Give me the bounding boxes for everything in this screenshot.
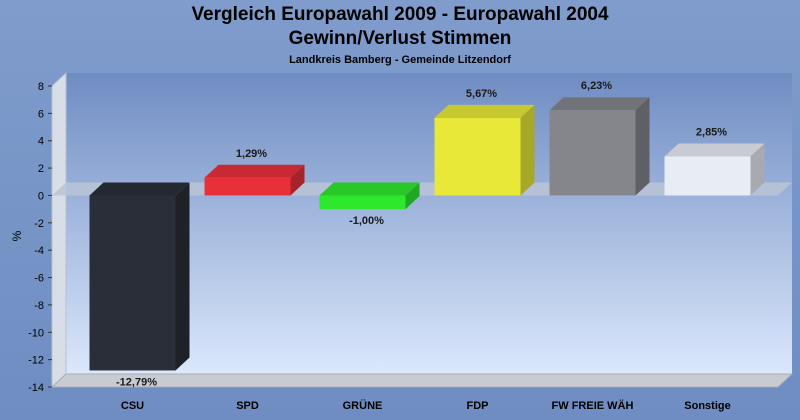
y-tick-label: -12: [28, 355, 44, 367]
category-label: FDP: [467, 400, 489, 412]
y-tick-label: 2: [38, 163, 44, 175]
category-label: SPD: [236, 400, 259, 412]
value-label: -1,00%: [349, 215, 384, 227]
y-tick-label: -10: [28, 327, 44, 339]
value-label: 5,67%: [466, 88, 497, 100]
y-tick-label: -2: [34, 218, 44, 230]
bar-front: [549, 110, 636, 196]
bar-fdp: [434, 104, 535, 196]
bar-top: [434, 104, 535, 118]
bar-side: [175, 182, 190, 371]
bar-side: [750, 143, 765, 196]
bar-top: [549, 97, 650, 111]
bar-grüne: [319, 182, 420, 210]
y-tick-label: -14: [28, 382, 44, 394]
y-axis-label: %: [10, 230, 24, 241]
value-label: 2,85%: [696, 126, 727, 138]
plot-left-wall: [51, 71, 67, 389]
bars: [89, 97, 765, 371]
bar-front: [319, 195, 406, 210]
bar-front: [204, 177, 291, 196]
y-tick-label: 4: [38, 136, 44, 148]
chart-region: Landkreis Bamberg - Gemeinde Litzendorf: [289, 54, 511, 66]
bar-side: [635, 97, 650, 196]
bar-sonstige: [664, 143, 765, 196]
bar-spd: [204, 164, 305, 196]
bar-top: [664, 143, 765, 157]
y-tick-label: -6: [34, 273, 44, 285]
category-label: GRÜNE: [343, 399, 383, 412]
category-label: FW FREIE WÄH: [552, 399, 634, 412]
category-label: CSU: [121, 400, 144, 412]
bar-csu: [89, 182, 190, 371]
bar-side: [290, 164, 305, 196]
bar-fw-freie-wäh: [549, 97, 650, 196]
bar-front: [664, 156, 751, 196]
bar-front: [434, 117, 521, 196]
bar-top: [204, 164, 305, 178]
bar-side: [405, 182, 420, 210]
value-label: 6,23%: [581, 80, 612, 92]
value-label: -12,79%: [116, 376, 157, 388]
bar-front: [89, 195, 176, 371]
chart-title: Vergleich Europawahl 2009 - Europawahl 2…: [191, 4, 609, 25]
bar-side: [520, 104, 535, 196]
y-tick-label: -8: [34, 300, 44, 312]
category-label: Sonstige: [684, 400, 730, 412]
y-tick-label: 8: [38, 81, 44, 93]
y-tick-label: -4: [34, 245, 44, 257]
y-axis: 8 6 4 2 0 -2 -4 -6 -8 -10 -12 -14%: [10, 81, 53, 394]
bar-top: [89, 182, 190, 196]
bar-top: [319, 182, 420, 196]
labels: -12,79% CSU 1,29% SPD -1,00% GRÜNE 5,67% FDP 6,2…: [116, 80, 731, 412]
chart-subtitle: Gewinn/Verlust Stimmen: [288, 28, 512, 49]
y-tick-label: 0: [38, 190, 44, 202]
value-label: 1,29%: [236, 148, 267, 160]
y-tick-label: 6: [38, 108, 44, 120]
plot-floor: [50, 373, 794, 388]
